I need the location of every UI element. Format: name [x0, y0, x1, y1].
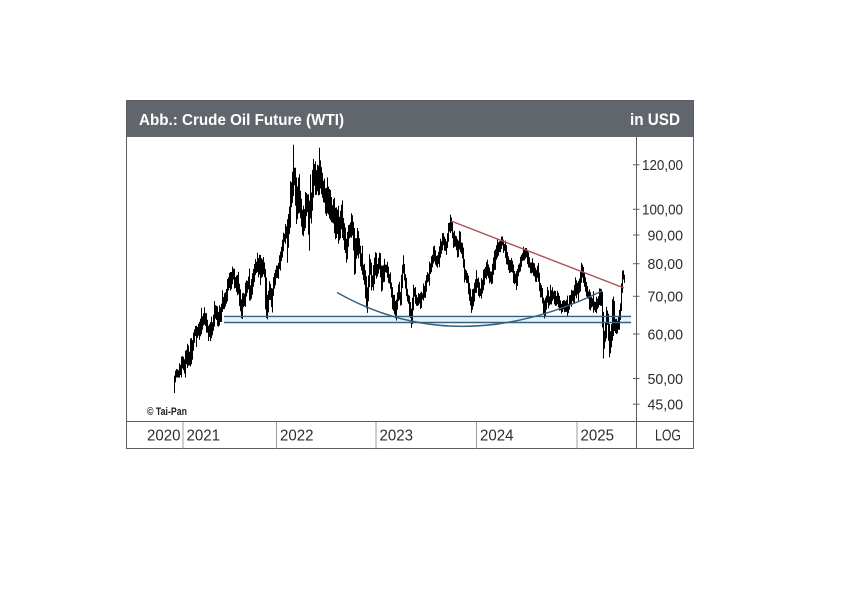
svg-text:2021: 2021 [187, 428, 221, 445]
svg-text:2023: 2023 [380, 428, 414, 445]
svg-text:2020: 2020 [147, 428, 181, 445]
svg-text:2025: 2025 [581, 428, 615, 445]
svg-text:© Tai-Pan: © Tai-Pan [147, 406, 187, 418]
svg-text:50,00: 50,00 [648, 371, 684, 388]
svg-text:100,00: 100,00 [642, 202, 683, 219]
svg-text:2022: 2022 [280, 428, 314, 445]
svg-text:120,00: 120,00 [642, 157, 683, 174]
svg-text:2024: 2024 [480, 428, 514, 445]
svg-text:45,00: 45,00 [648, 397, 684, 414]
svg-text:70,00: 70,00 [648, 289, 684, 306]
svg-text:in USD: in USD [630, 111, 680, 129]
svg-text:90,00: 90,00 [648, 227, 684, 244]
svg-text:80,00: 80,00 [648, 256, 684, 273]
svg-text:Abb.: Crude Oil Future (WTI): Abb.: Crude Oil Future (WTI) [139, 112, 344, 129]
svg-text:LOG: LOG [655, 428, 681, 445]
svg-text:60,00: 60,00 [648, 326, 684, 343]
